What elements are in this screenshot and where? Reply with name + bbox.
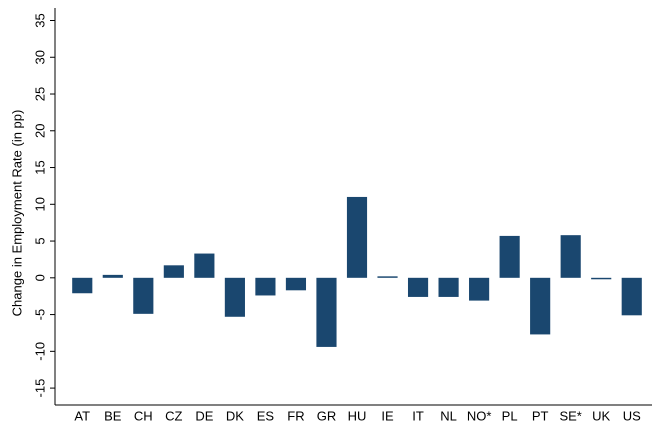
x-tick-label: US: [623, 408, 641, 423]
bar: [621, 277, 642, 316]
x-tick-label: ES: [257, 408, 275, 423]
x-tick-label: IT: [412, 408, 424, 423]
x-tick-label: FR: [287, 408, 304, 423]
x-tick-label: SE*: [559, 408, 581, 423]
bar: [102, 274, 123, 278]
y-tick-label: 5: [32, 237, 47, 244]
y-tick-label: 35: [32, 13, 47, 27]
x-tick-label: PT: [532, 408, 549, 423]
x-tick-label: AT: [74, 408, 90, 423]
x-tick-label: UK: [592, 408, 610, 423]
x-tick-label: BE: [104, 408, 122, 423]
bar: [377, 276, 398, 278]
x-tick-label: NO*: [467, 408, 492, 423]
bar: [194, 253, 215, 278]
bar: [530, 277, 551, 335]
bar: [255, 277, 276, 296]
bar: [133, 277, 154, 314]
bar: [72, 277, 93, 294]
bar: [469, 277, 490, 301]
y-tick-label: 25: [32, 87, 47, 101]
bar: [285, 277, 307, 291]
y-axis-label: Change in Employment Rate (in pp): [9, 110, 24, 317]
y-tick-label: 30: [32, 50, 47, 64]
bar: [163, 265, 184, 278]
x-tick-label: IE: [381, 408, 394, 423]
x-tick-label: PL: [502, 408, 518, 423]
bar: [499, 235, 520, 278]
y-tick-label: 10: [32, 197, 47, 211]
x-tick-label: CH: [134, 408, 153, 423]
y-tick-label: -15: [32, 379, 47, 398]
x-tick-label: GR: [317, 408, 337, 423]
bar: [346, 196, 368, 278]
bar: [224, 277, 245, 317]
y-tick-label: 20: [32, 124, 47, 138]
bar: [591, 277, 612, 280]
bar: [560, 235, 581, 278]
y-tick-label: 15: [32, 160, 47, 174]
y-tick-label: -10: [32, 342, 47, 361]
bar: [438, 277, 459, 297]
x-tick-label: CZ: [165, 408, 182, 423]
y-tick-label: -5: [32, 309, 47, 321]
x-tick-label: HU: [348, 408, 367, 423]
x-tick-label: DK: [226, 408, 244, 423]
x-tick-label: NL: [440, 408, 457, 423]
x-tick-label: DE: [195, 408, 213, 423]
y-tick-label: 0: [32, 274, 47, 281]
bar: [316, 277, 337, 347]
bar: [407, 277, 429, 297]
